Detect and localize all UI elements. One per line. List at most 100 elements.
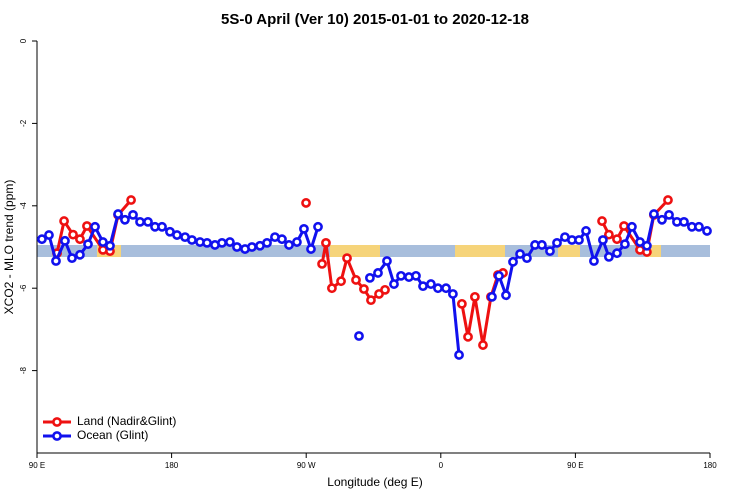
data-point <box>59 216 69 226</box>
data-point <box>635 237 645 247</box>
data-point <box>327 283 337 294</box>
data-point <box>589 256 599 266</box>
data-point <box>494 270 504 281</box>
data-point <box>456 298 467 309</box>
data-point <box>44 230 54 240</box>
data-point <box>51 256 61 266</box>
data-point <box>382 256 392 266</box>
y-tick-label: -2 <box>19 119 28 127</box>
data-point <box>225 237 235 247</box>
data-point <box>172 230 182 240</box>
band-patch <box>330 245 380 257</box>
data-point <box>301 198 311 208</box>
data-point <box>574 235 584 245</box>
data-point <box>202 237 212 248</box>
data-point <box>135 216 145 227</box>
data-point <box>143 216 153 227</box>
data-point <box>620 239 630 250</box>
data-point <box>126 195 136 205</box>
data-point <box>120 214 130 225</box>
data-point <box>354 331 364 341</box>
data-point <box>336 276 346 287</box>
data-point <box>75 249 85 260</box>
data-point <box>536 240 547 250</box>
data-point <box>277 234 287 245</box>
data-point <box>679 216 689 227</box>
band-patch <box>455 245 505 257</box>
data-point <box>306 244 316 254</box>
data-point <box>664 209 674 220</box>
data-point <box>612 234 622 245</box>
data-point <box>627 221 637 232</box>
data-point <box>366 295 376 306</box>
data-point <box>433 283 443 294</box>
data-point <box>90 221 100 232</box>
data-point <box>380 284 390 295</box>
band-patch <box>558 245 580 257</box>
data-point <box>75 234 85 245</box>
data-point <box>581 226 591 236</box>
x-axis-label: Longitude (deg E) <box>327 475 422 489</box>
data-point <box>342 253 352 264</box>
legend-marker <box>52 431 62 441</box>
data-point <box>128 209 138 220</box>
data-point <box>37 234 47 245</box>
x-tick-label: 90 E <box>567 461 583 470</box>
data-point <box>396 270 406 281</box>
legend: Land (Nadir&Glint)Ocean (Glint) <box>43 414 176 442</box>
data-point <box>426 279 436 289</box>
data-point <box>247 242 257 252</box>
x-tick-label: 90 W <box>297 461 316 470</box>
data-point <box>113 209 123 219</box>
data-point <box>299 223 309 234</box>
data-point <box>373 268 383 278</box>
data-point <box>365 272 375 283</box>
x-tick-label: 90 E <box>29 461 45 470</box>
data-point <box>604 251 614 262</box>
legend-marker <box>52 417 62 427</box>
data-point <box>82 221 92 231</box>
data-point <box>545 246 555 257</box>
legend-label: Land (Nadir&Glint) <box>77 414 176 428</box>
data-point <box>262 237 272 248</box>
data-point <box>317 258 327 269</box>
data-point <box>232 242 242 252</box>
data-point <box>463 331 473 342</box>
data-point <box>98 237 108 247</box>
data-point <box>604 229 614 240</box>
data-point <box>284 240 294 250</box>
data-point <box>418 281 428 292</box>
data-point <box>501 290 511 301</box>
data-point <box>351 275 361 285</box>
data-point <box>522 253 532 264</box>
data-point <box>657 214 667 225</box>
y-tick-label: 0 <box>19 38 28 43</box>
y-axis-label: XCO2 - MLO trend (ppm) <box>2 180 16 315</box>
data-point <box>68 229 78 240</box>
data-point <box>67 253 77 264</box>
data-point <box>641 240 652 251</box>
x-tick-label: 180 <box>165 461 179 470</box>
data-point <box>313 221 323 232</box>
data-point <box>478 340 488 350</box>
data-point <box>83 239 93 250</box>
data-point <box>598 235 608 245</box>
data-point <box>60 235 70 246</box>
data-point <box>454 350 464 360</box>
y-tick-label: -4 <box>19 202 28 210</box>
data-point <box>292 237 302 247</box>
data-point <box>187 235 197 245</box>
x-tick-label: 0 <box>439 461 444 470</box>
data-point <box>694 221 704 232</box>
data-point <box>552 237 562 248</box>
chart-title: 5S-0 April (Ver 10) 2015-01-01 to 2020-1… <box>221 11 529 28</box>
data-point <box>105 240 115 251</box>
data-point <box>487 291 497 302</box>
data-point <box>619 221 629 231</box>
data-point <box>702 226 712 236</box>
x-tick-label: 180 <box>703 461 717 470</box>
data-point <box>515 249 525 259</box>
data-point <box>508 256 518 267</box>
data-point <box>441 283 451 294</box>
